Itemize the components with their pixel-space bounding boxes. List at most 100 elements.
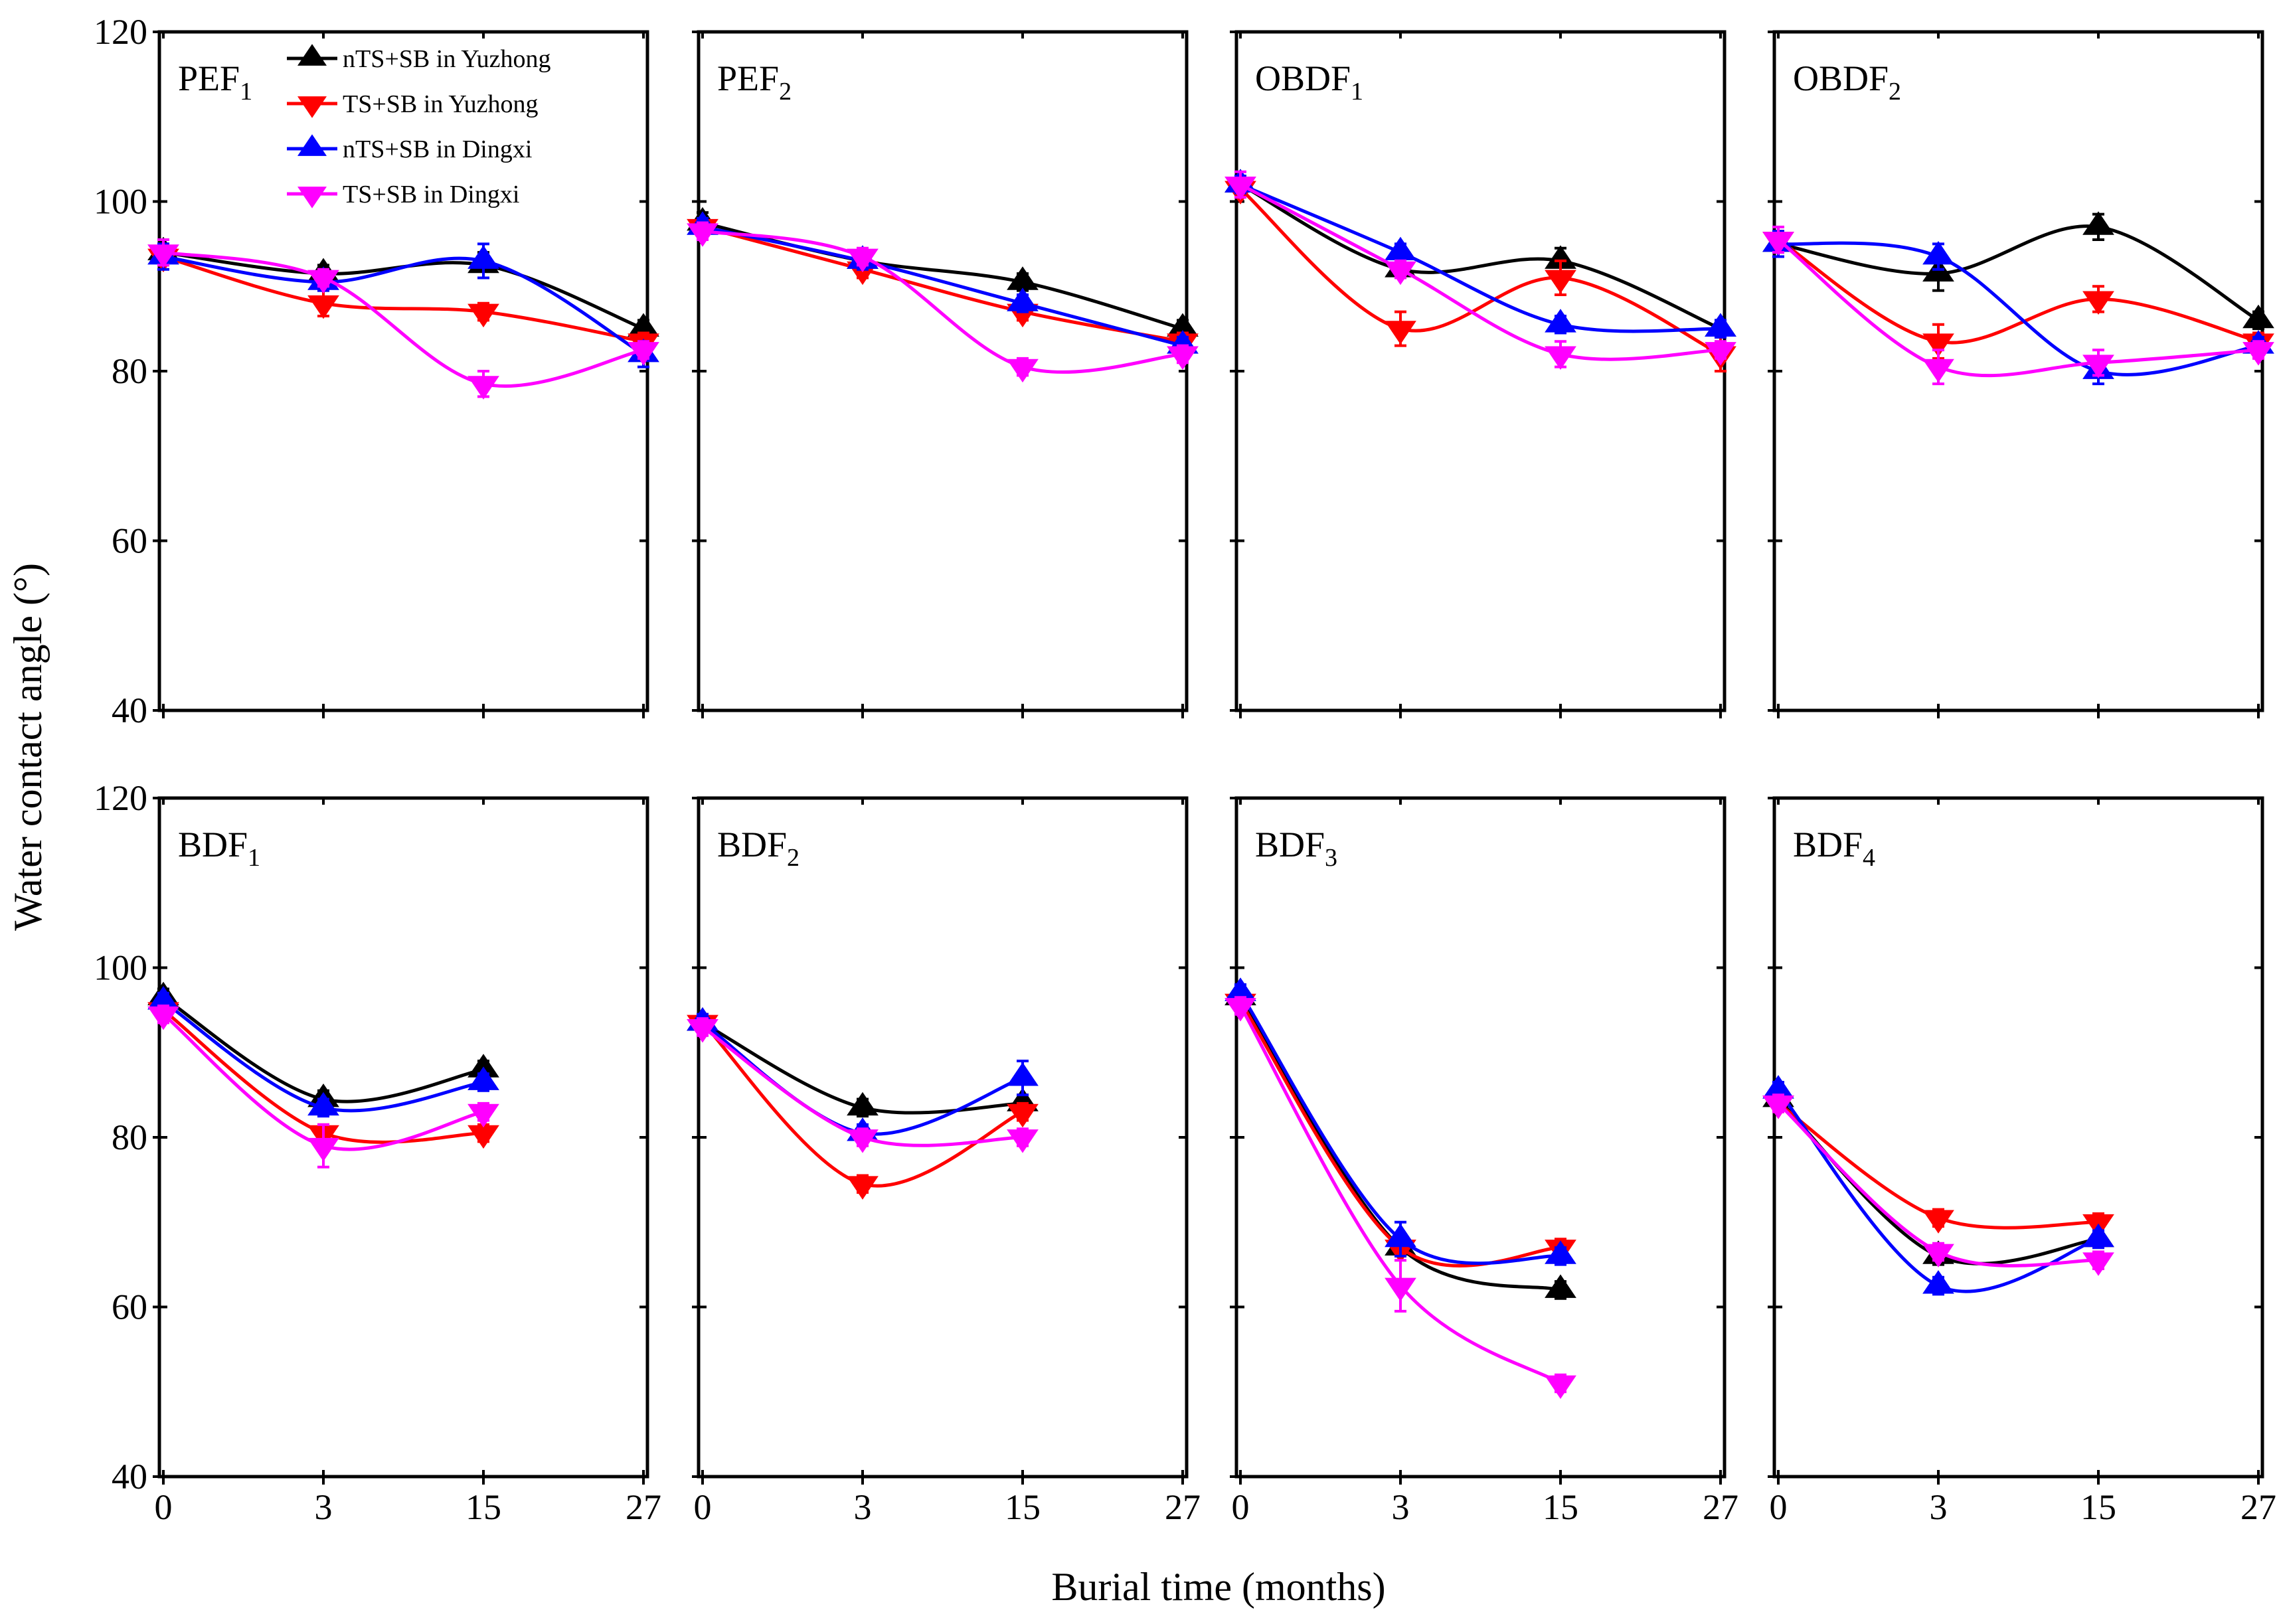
data-point [147,1006,179,1030]
x-tick-label: 15 [1005,1487,1041,1527]
series-line [1778,224,2260,322]
panel-2: PEF2 [687,30,1199,718]
data-point [2082,291,2114,315]
data-point [847,1129,879,1153]
series-line [702,229,1183,374]
y-tick-label: 40 [112,1457,147,1497]
x-tick-label: 3 [1392,1487,1410,1527]
x-axis-label: Burial time (months) [1051,1565,1385,1609]
data-point [1545,1274,1576,1298]
data-point [1385,1223,1416,1248]
data-point [307,295,339,319]
data-point [1224,998,1256,1022]
series-line [1239,183,1721,361]
x-tick-label: 27 [2240,1487,2276,1527]
panel-frame [697,30,1189,712]
data-point [1545,1375,1576,1400]
panel-title: BDF2 [717,825,800,872]
panel-title: PEF2 [717,58,792,106]
data-point [467,376,499,400]
legend-label: nTS+SB in Yuzhong [343,45,551,73]
data-point [1007,287,1039,311]
data-point [1922,1244,1954,1268]
data-point [1922,333,1954,357]
data-point [2242,304,2274,329]
data-point [847,1092,879,1116]
panel-4: OBDF2 [1762,30,2274,718]
series-line [163,255,645,356]
legend-label: TS+SB in Yuzhong [343,90,539,118]
series-line [1777,1097,2099,1265]
legend-label: nTS+SB in Dingxi [343,135,532,163]
data-point [628,342,659,366]
data-point [1007,359,1039,383]
data-point [1224,177,1256,201]
data-point [1705,313,1736,337]
panel-title: BDF1 [178,825,260,872]
data-point [1007,1129,1039,1153]
data-point [467,1066,499,1090]
panel-title: PEF1 [178,58,252,106]
x-tick-label: 3 [1930,1487,1948,1527]
y-tick-label: 120 [94,12,147,52]
data-point [147,244,179,268]
panel-6: 0 3 15 27 BDF2 [687,796,1201,1527]
data-point [1545,309,1576,333]
series-line [1778,241,2259,376]
panel-title: BDF4 [1793,825,1875,872]
y-tick-label: 80 [112,1117,147,1157]
x-tick-label: 0 [1770,1487,1788,1527]
panel-frame [697,796,1189,1479]
legend-marker [297,44,327,66]
legend: nTS+SB in Yuzhong TS+SB in Yuzhong nTS+SB … [287,44,551,208]
panel-1: 40 60 80 100 120 PEF1 [94,12,659,730]
data-point [2242,342,2274,366]
data-point [1385,1277,1416,1302]
series-line [1240,183,1721,333]
data-point [687,223,718,247]
panel-3: OBDF1 [1224,30,1736,718]
series-line [1239,183,1721,331]
series-line [1238,1001,1561,1267]
data-point [467,1103,499,1128]
panel-frame [1772,30,2264,712]
data-point [1007,1062,1039,1086]
data-point [1762,232,1794,256]
data-point [1545,346,1576,370]
panel-frame [157,30,649,712]
x-tick-label: 3 [854,1487,872,1527]
x-tick-label: 0 [1232,1487,1250,1527]
x-tick-label: 15 [1543,1487,1578,1527]
panel-frame [1234,30,1727,712]
data-point [2082,1252,2114,1276]
x-tick-label: 0 [155,1487,173,1527]
data-point [1922,359,1954,383]
panel-title: OBDF1 [1255,58,1363,106]
data-point [1922,1269,1954,1294]
data-point [467,1125,499,1149]
y-tick-label: 60 [112,1287,147,1327]
y-tick-label: 60 [112,521,147,561]
panel-5: 40 60 80 100 120 0 3 15 27 BDF1 [94,778,661,1527]
data-point [2082,355,2114,378]
x-tick-label: 27 [1703,1487,1738,1527]
panel-title: OBDF2 [1793,58,1901,106]
y-axis-label: Water contact angle (°) [6,563,50,931]
data-point [2082,1223,2114,1248]
x-tick-label: 27 [1165,1487,1201,1527]
panel-title: BDF3 [1255,825,1337,872]
legend-marker [297,187,327,208]
x-tick-label: 15 [465,1487,501,1527]
series-line [163,250,644,388]
data-point [1167,346,1199,370]
data-point [1762,1096,1794,1119]
panel-7: 0 3 15 27 BDF3 [1224,796,1738,1527]
y-tick-label: 40 [112,690,147,730]
panel-frame [157,796,649,1479]
series-line [1777,238,2259,378]
data-point [1545,1240,1576,1264]
x-tick-label: 3 [315,1487,333,1527]
data-point [1007,1103,1039,1128]
series-line [1238,1005,1562,1385]
